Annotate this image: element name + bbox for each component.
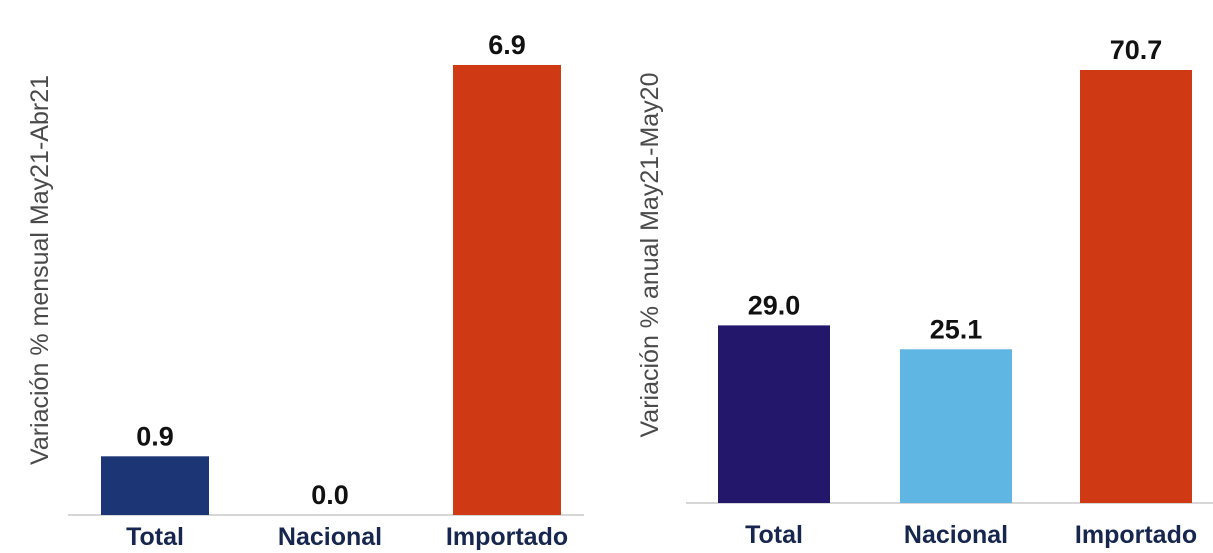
chart2-y-axis-label: Variación % anual May21-May20 (636, 72, 664, 437)
chart2-bar-nacional (900, 349, 1012, 503)
chart2-value-label-nacional: 25.1 (930, 314, 983, 344)
chart1-y-axis-label: Variación % mensual May21-Abr21 (26, 75, 54, 465)
chart1-category-label-nacional: Nacional (278, 523, 382, 551)
chart1-category-label-importado: Importado (446, 523, 568, 551)
chart1-bar-total (101, 456, 209, 515)
chart2-bar-total (718, 325, 830, 503)
chart2-category-label-importado: Importado (1075, 521, 1197, 549)
chart1-category-label-total: Total (126, 523, 184, 551)
chart2-value-label-importado: 70.7 (1110, 35, 1163, 65)
chart1-bar-importado (453, 65, 561, 515)
chart2-value-label-total: 29.0 (748, 290, 801, 320)
chart1-value-label-nacional: 0.0 (311, 480, 349, 510)
chart1-value-label-total: 0.9 (136, 421, 174, 451)
chart2-bar-importado (1080, 70, 1192, 503)
chart1-value-label-importado: 6.9 (488, 30, 526, 60)
chart2-category-label-nacional: Nacional (904, 521, 1008, 549)
chart2-category-label-total: Total (745, 521, 803, 549)
